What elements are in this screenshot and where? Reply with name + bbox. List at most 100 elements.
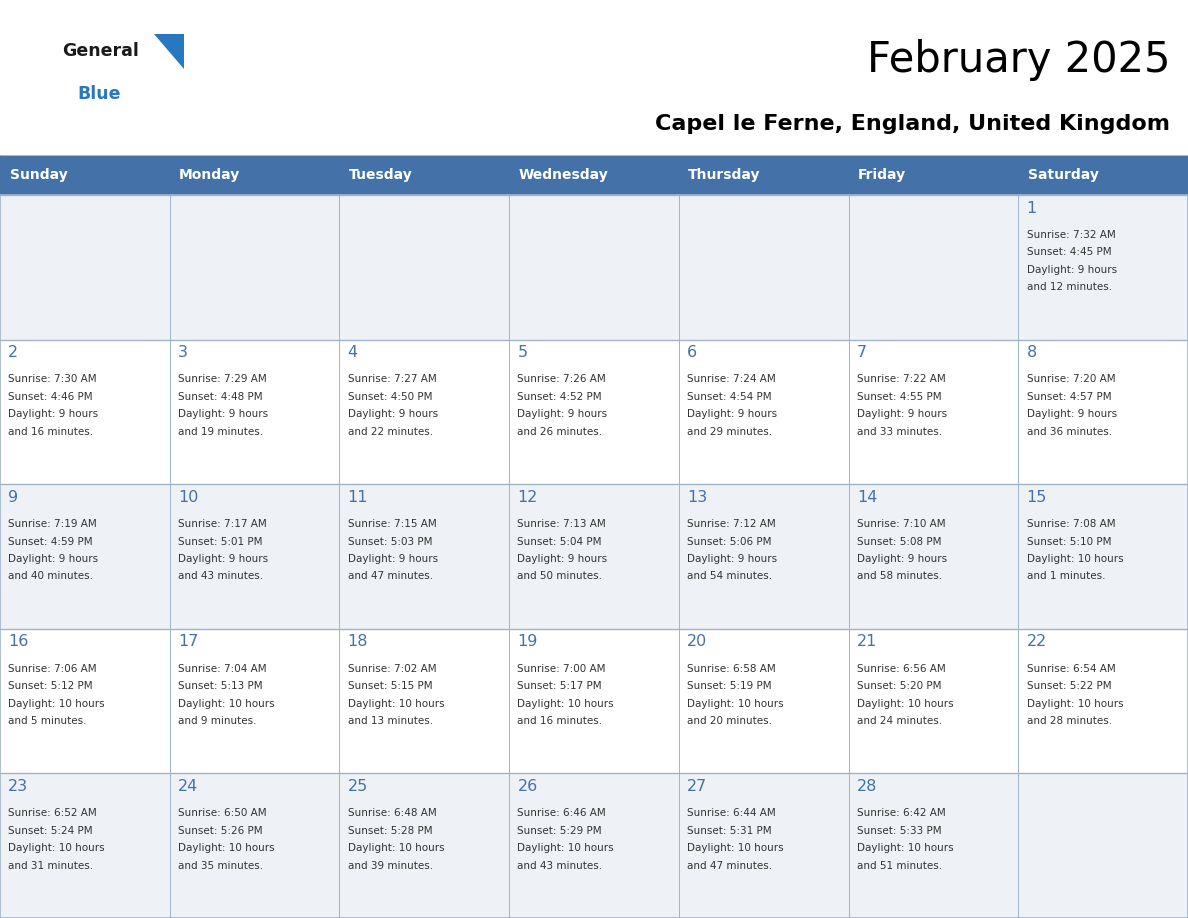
- Bar: [340, 629, 510, 773]
- Text: Sunset: 5:08 PM: Sunset: 5:08 PM: [857, 536, 941, 546]
- Text: Saturday: Saturday: [1028, 168, 1099, 182]
- Bar: [170, 195, 340, 340]
- Text: Daylight: 9 hours: Daylight: 9 hours: [518, 554, 607, 564]
- Bar: [1018, 484, 1188, 629]
- Text: Daylight: 10 hours: Daylight: 10 hours: [348, 699, 444, 709]
- Text: Sunset: 5:24 PM: Sunset: 5:24 PM: [8, 825, 93, 835]
- Text: 4: 4: [348, 345, 358, 360]
- Text: Sunday: Sunday: [10, 168, 68, 182]
- Text: Daylight: 9 hours: Daylight: 9 hours: [687, 554, 777, 564]
- Text: Sunrise: 7:29 AM: Sunrise: 7:29 AM: [178, 375, 267, 385]
- Text: and 9 minutes.: and 9 minutes.: [178, 716, 257, 726]
- Text: Sunrise: 7:12 AM: Sunrise: 7:12 AM: [687, 519, 776, 529]
- Text: Sunset: 5:28 PM: Sunset: 5:28 PM: [348, 825, 432, 835]
- Text: Daylight: 9 hours: Daylight: 9 hours: [348, 554, 438, 564]
- Text: Sunrise: 6:44 AM: Sunrise: 6:44 AM: [687, 808, 776, 818]
- Bar: [340, 484, 510, 629]
- Text: 23: 23: [8, 778, 29, 794]
- Text: Sunrise: 6:50 AM: Sunrise: 6:50 AM: [178, 808, 266, 818]
- Text: Daylight: 9 hours: Daylight: 9 hours: [518, 409, 607, 420]
- Text: Sunset: 5:01 PM: Sunset: 5:01 PM: [178, 536, 263, 546]
- Text: 20: 20: [687, 634, 707, 649]
- Text: Daylight: 9 hours: Daylight: 9 hours: [348, 409, 438, 420]
- Bar: [510, 340, 678, 484]
- Text: Sunrise: 6:48 AM: Sunrise: 6:48 AM: [348, 808, 436, 818]
- Text: Daylight: 10 hours: Daylight: 10 hours: [857, 699, 954, 709]
- Text: Sunset: 4:57 PM: Sunset: 4:57 PM: [1026, 392, 1111, 402]
- Text: 9: 9: [8, 489, 19, 505]
- Text: and 43 minutes.: and 43 minutes.: [178, 571, 264, 581]
- Bar: [510, 484, 678, 629]
- Text: 15: 15: [1026, 489, 1047, 505]
- Text: 8: 8: [1026, 345, 1037, 360]
- Text: Sunset: 5:04 PM: Sunset: 5:04 PM: [518, 536, 602, 546]
- Text: Sunrise: 7:15 AM: Sunrise: 7:15 AM: [348, 519, 436, 529]
- Text: and 51 minutes.: and 51 minutes.: [857, 860, 942, 870]
- Text: Sunrise: 7:27 AM: Sunrise: 7:27 AM: [348, 375, 436, 385]
- Text: Sunrise: 7:24 AM: Sunrise: 7:24 AM: [687, 375, 776, 385]
- Bar: [678, 484, 848, 629]
- Text: Daylight: 10 hours: Daylight: 10 hours: [8, 843, 105, 853]
- Text: Sunset: 5:15 PM: Sunset: 5:15 PM: [348, 681, 432, 691]
- Text: Sunset: 5:13 PM: Sunset: 5:13 PM: [178, 681, 263, 691]
- Text: 3: 3: [178, 345, 188, 360]
- Text: Sunrise: 7:00 AM: Sunrise: 7:00 AM: [518, 664, 606, 674]
- Text: Sunset: 5:19 PM: Sunset: 5:19 PM: [687, 681, 772, 691]
- Bar: [0, 155, 170, 195]
- Bar: [678, 195, 848, 340]
- Bar: [0, 773, 170, 918]
- Text: Sunset: 5:20 PM: Sunset: 5:20 PM: [857, 681, 941, 691]
- Bar: [678, 340, 848, 484]
- Text: Sunrise: 7:10 AM: Sunrise: 7:10 AM: [857, 519, 946, 529]
- Text: and 24 minutes.: and 24 minutes.: [857, 716, 942, 726]
- Text: 16: 16: [8, 634, 29, 649]
- Text: and 5 minutes.: and 5 minutes.: [8, 716, 87, 726]
- Text: and 43 minutes.: and 43 minutes.: [518, 860, 602, 870]
- Text: Daylight: 10 hours: Daylight: 10 hours: [518, 699, 614, 709]
- Bar: [340, 195, 510, 340]
- Text: and 50 minutes.: and 50 minutes.: [518, 571, 602, 581]
- Text: Sunset: 5:06 PM: Sunset: 5:06 PM: [687, 536, 772, 546]
- Bar: [848, 629, 1018, 773]
- Text: Daylight: 10 hours: Daylight: 10 hours: [8, 699, 105, 709]
- Text: and 31 minutes.: and 31 minutes.: [8, 860, 94, 870]
- Text: Sunrise: 6:58 AM: Sunrise: 6:58 AM: [687, 664, 776, 674]
- Text: 22: 22: [1026, 634, 1047, 649]
- Bar: [1018, 195, 1188, 340]
- Text: Sunrise: 7:02 AM: Sunrise: 7:02 AM: [348, 664, 436, 674]
- Text: and 26 minutes.: and 26 minutes.: [518, 427, 602, 437]
- Text: and 19 minutes.: and 19 minutes.: [178, 427, 264, 437]
- Text: February 2025: February 2025: [867, 39, 1170, 81]
- Text: 24: 24: [178, 778, 198, 794]
- Bar: [170, 484, 340, 629]
- Text: 2: 2: [8, 345, 19, 360]
- Text: Daylight: 9 hours: Daylight: 9 hours: [1026, 264, 1117, 274]
- Bar: [0, 484, 170, 629]
- Text: Daylight: 10 hours: Daylight: 10 hours: [518, 843, 614, 853]
- Bar: [510, 155, 678, 195]
- Text: Sunrise: 7:13 AM: Sunrise: 7:13 AM: [518, 519, 606, 529]
- Text: 18: 18: [348, 634, 368, 649]
- Text: Daylight: 10 hours: Daylight: 10 hours: [857, 843, 954, 853]
- Text: and 39 minutes.: and 39 minutes.: [348, 860, 432, 870]
- Text: Sunset: 5:26 PM: Sunset: 5:26 PM: [178, 825, 263, 835]
- Text: Sunset: 4:45 PM: Sunset: 4:45 PM: [1026, 247, 1111, 257]
- Text: Sunrise: 7:08 AM: Sunrise: 7:08 AM: [1026, 519, 1116, 529]
- Bar: [0, 195, 1188, 918]
- Text: 27: 27: [687, 778, 707, 794]
- Text: Sunrise: 7:30 AM: Sunrise: 7:30 AM: [8, 375, 97, 385]
- Bar: [510, 773, 678, 918]
- Text: and 40 minutes.: and 40 minutes.: [8, 571, 94, 581]
- Text: 28: 28: [857, 778, 877, 794]
- Text: and 47 minutes.: and 47 minutes.: [348, 571, 432, 581]
- Text: Sunrise: 7:32 AM: Sunrise: 7:32 AM: [1026, 230, 1116, 240]
- Text: 25: 25: [348, 778, 368, 794]
- Text: Sunset: 4:50 PM: Sunset: 4:50 PM: [348, 392, 432, 402]
- Text: Sunset: 5:29 PM: Sunset: 5:29 PM: [518, 825, 602, 835]
- Text: and 16 minutes.: and 16 minutes.: [518, 716, 602, 726]
- Text: Sunset: 5:17 PM: Sunset: 5:17 PM: [518, 681, 602, 691]
- Text: Daylight: 10 hours: Daylight: 10 hours: [687, 699, 784, 709]
- Bar: [678, 155, 848, 195]
- Text: Daylight: 10 hours: Daylight: 10 hours: [1026, 699, 1123, 709]
- Text: Daylight: 9 hours: Daylight: 9 hours: [8, 554, 99, 564]
